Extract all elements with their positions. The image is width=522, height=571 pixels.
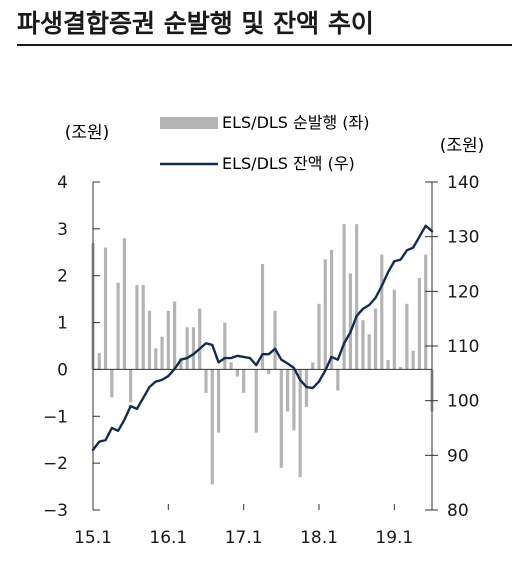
bar	[198, 308, 202, 370]
bar	[116, 282, 120, 370]
bar	[292, 369, 296, 431]
x-tick-label: 19.1	[375, 528, 413, 548]
bar	[135, 285, 139, 370]
left-tick-label: 4	[57, 173, 68, 193]
legend-line-label: ELS/DLS 잔액 (우)	[222, 154, 355, 173]
right-tick-label: 130	[447, 228, 479, 248]
left-tick-label: 1	[57, 314, 68, 334]
bar	[417, 278, 422, 370]
bar	[216, 369, 221, 433]
legend-bar-label: ELS/DLS 순발행 (좌)	[222, 113, 370, 132]
x-tick-label: 15.1	[74, 528, 112, 548]
bar	[399, 367, 403, 370]
title-divider	[17, 44, 512, 46]
left-tick-label: 0	[57, 360, 68, 380]
bar	[279, 369, 283, 468]
left-tick-label: 3	[57, 220, 68, 240]
bar	[380, 254, 384, 370]
bar-series-layer	[91, 224, 434, 485]
axes-layer: 4 3 2 1 0 −1 −2 −3 140 130 120 110 100 90 80 15.1 16.1 17…	[43, 173, 480, 548]
left-tick-label: −3	[43, 501, 68, 521]
bar	[367, 334, 371, 370]
bar	[260, 264, 265, 370]
bar	[361, 320, 365, 370]
bar	[160, 336, 164, 370]
bar	[373, 308, 378, 370]
bar	[242, 369, 246, 393]
left-axis-unit: (조원)	[65, 123, 110, 143]
line-series-layer	[91, 224, 434, 452]
bar	[342, 224, 346, 370]
right-tick-label: 90	[447, 446, 469, 466]
bar	[411, 350, 415, 370]
bar	[141, 285, 145, 370]
x-tick-label: 18.1	[300, 528, 338, 548]
right-tick-label: 140	[447, 173, 479, 193]
bar	[424, 254, 428, 370]
left-tick-label: −1	[43, 407, 68, 427]
bar	[147, 310, 152, 370]
bar	[311, 362, 315, 370]
bar	[348, 273, 352, 370]
bar	[267, 369, 271, 375]
bar	[154, 348, 158, 370]
bar	[329, 249, 334, 370]
bar	[223, 322, 227, 370]
bar	[323, 259, 327, 370]
bar	[386, 360, 390, 370]
bar	[254, 369, 258, 433]
x-tick-label: 17.1	[225, 528, 263, 548]
left-tick-label: −2	[43, 454, 68, 474]
right-tick-label: 100	[447, 392, 479, 412]
bar	[97, 353, 101, 370]
bar	[405, 303, 409, 370]
bar	[355, 224, 359, 370]
left-tick-label: 2	[57, 267, 68, 287]
bar	[179, 357, 183, 370]
bar	[298, 369, 302, 478]
bar	[317, 303, 321, 370]
bar	[103, 247, 108, 370]
legend: ELS/DLS 순발행 (좌) ELS/DLS 잔액 (우)	[160, 113, 370, 173]
right-axis-unit: (조원)	[440, 136, 485, 156]
bar	[210, 369, 214, 485]
bar	[110, 369, 114, 398]
bar	[166, 310, 170, 370]
bar	[336, 369, 340, 391]
bar	[229, 362, 233, 370]
bar	[129, 369, 133, 403]
legend-bar-swatch	[160, 117, 218, 129]
page-title: 파생결합증권 순발행 및 잔액 추이	[17, 9, 374, 38]
x-tick-label: 16.1	[149, 528, 187, 548]
bar	[122, 238, 126, 370]
bar	[235, 369, 239, 377]
right-tick-label: 110	[447, 337, 479, 357]
balance-line	[91, 224, 434, 452]
bar	[191, 327, 196, 370]
right-tick-label: 120	[447, 282, 479, 302]
right-tick-label: 80	[447, 501, 469, 521]
bar	[392, 289, 396, 370]
bar	[286, 369, 290, 412]
bar	[173, 301, 177, 370]
bar	[185, 327, 189, 370]
bar	[204, 369, 208, 393]
bar	[273, 310, 277, 370]
